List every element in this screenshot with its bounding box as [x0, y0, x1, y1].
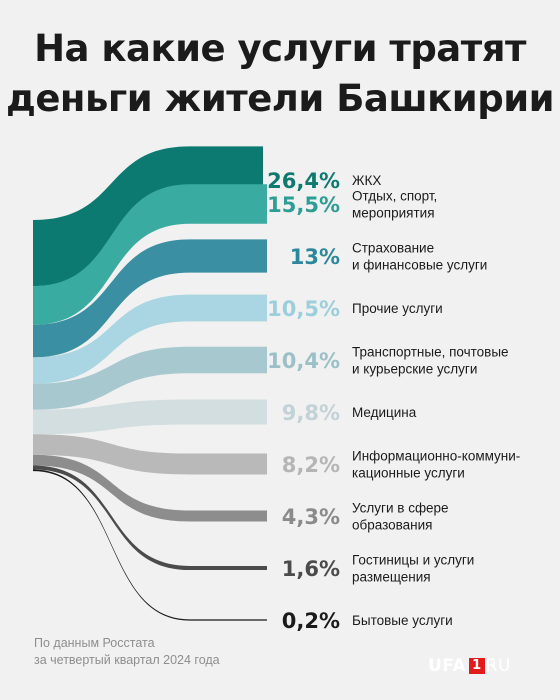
flow-band-2	[33, 184, 267, 325]
value-label-10: 0,2%	[282, 609, 340, 633]
category-label-2-line-2: мероприятия	[352, 206, 435, 221]
category-label-5-line-2: и курьерские услуги	[352, 362, 477, 377]
flow-band-3	[33, 239, 267, 358]
category-label-3-line-1: Страхование	[352, 241, 434, 256]
category-label-2-line-1: Отдых, спорт,	[352, 189, 437, 204]
source-note: По данным Росстата за четвертый квартал …	[34, 635, 220, 669]
source-line-2: за четвертый квартал 2024 года	[34, 653, 220, 667]
logo-suffix: RU	[485, 656, 511, 676]
title-line-2: деньги жители Башкирии	[5, 77, 555, 120]
value-label-5: 10,4%	[267, 349, 340, 373]
flow-band-4	[33, 294, 267, 384]
value-label-3: 13%	[290, 245, 340, 269]
value-label-6: 9,8%	[282, 401, 340, 425]
category-label-7-line-2: кационные услуги	[352, 466, 465, 481]
logo-box: 1	[469, 658, 485, 674]
value-label-9: 1,6%	[282, 557, 340, 581]
flow-band-5	[33, 346, 267, 410]
category-label-3-line-2: и финансовые услуги	[352, 258, 487, 273]
value-label-8: 4,3%	[282, 505, 340, 529]
category-label-4-line-1: Прочие услуги	[352, 301, 443, 316]
flow-band-6	[33, 399, 267, 435]
flow-band-7	[33, 434, 267, 475]
category-label-5-line-1: Транспортные, почтовые	[352, 345, 509, 360]
category-label-10-line-1: Бытовые услуги	[352, 613, 453, 628]
category-label-6-line-1: Медицина	[352, 405, 417, 420]
flow-band-8	[33, 454, 267, 522]
chart-title: На какие услуги тратят деньги жители Баш…	[0, 24, 560, 124]
value-label-2: 15,5%	[267, 193, 340, 217]
logo-main: UFA	[428, 656, 467, 676]
category-label-7-line-1: Информационно-коммуни-	[352, 449, 520, 464]
category-label-8-line-2: образования	[352, 518, 433, 533]
flow-band-10	[33, 469, 267, 621]
value-label-4: 10,5%	[267, 297, 340, 321]
category-label-9-line-2: размещения	[352, 570, 431, 585]
value-label-1: 26,4%	[267, 169, 340, 193]
category-label-9-line-1: Гостиницы и услуги	[352, 553, 474, 568]
title-line-1: На какие услуги тратят	[34, 27, 526, 70]
category-label-8-line-1: Услуги в сфере	[352, 501, 449, 516]
category-label-1-line-1: ЖКХ	[352, 173, 381, 188]
ufa1-logo: UFA 1 RU	[428, 656, 511, 676]
source-line-1: По данным Росстата	[34, 636, 155, 650]
flow-band-9	[33, 465, 267, 571]
value-label-7: 8,2%	[282, 453, 340, 477]
